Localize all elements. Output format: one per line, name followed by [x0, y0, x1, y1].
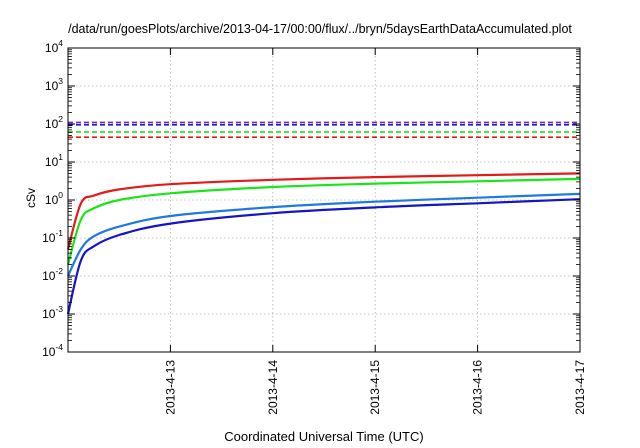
series-line: [66, 177, 581, 265]
y-tick-label: 101: [45, 152, 63, 169]
x-tick-label: 2013-4-14: [266, 360, 280, 415]
x-axis-label: Coordinated Universal Time (UTC): [224, 429, 424, 444]
y-tick-label: 10-2: [42, 266, 63, 283]
grid-layer: [68, 48, 581, 352]
series-line: [66, 198, 581, 315]
y-axis-label-wrap: cSv: [16, 178, 46, 218]
x-tick-label: 2013-4-17: [573, 360, 587, 415]
y-tick-label: 10-4: [42, 342, 63, 359]
y-tick-label: 100: [45, 190, 63, 207]
chart-title: /data/run/goesPlots/archive/2013-04-17/0…: [68, 22, 572, 36]
x-tick-label: 2013-4-15: [368, 360, 382, 415]
series-layer: [66, 121, 581, 315]
y-tick-label: 10-1: [42, 228, 63, 245]
y-tick-label: 10-3: [42, 304, 63, 321]
x-tick-label: 2013-4-13: [163, 360, 177, 415]
y-tick-label: 103: [45, 76, 63, 93]
series-line: [67, 192, 581, 277]
y-tick-label: 102: [45, 114, 63, 131]
series-line: [66, 172, 581, 250]
y-tick-label: 104: [45, 38, 63, 55]
y-axis-label: cSv: [24, 187, 38, 209]
ticks-layer: 10-4 10-3 10-2 10-1 100 101 102 103 104 2013-4-13…: [42, 38, 587, 415]
x-tick-label: 2013-4-16: [471, 360, 485, 415]
